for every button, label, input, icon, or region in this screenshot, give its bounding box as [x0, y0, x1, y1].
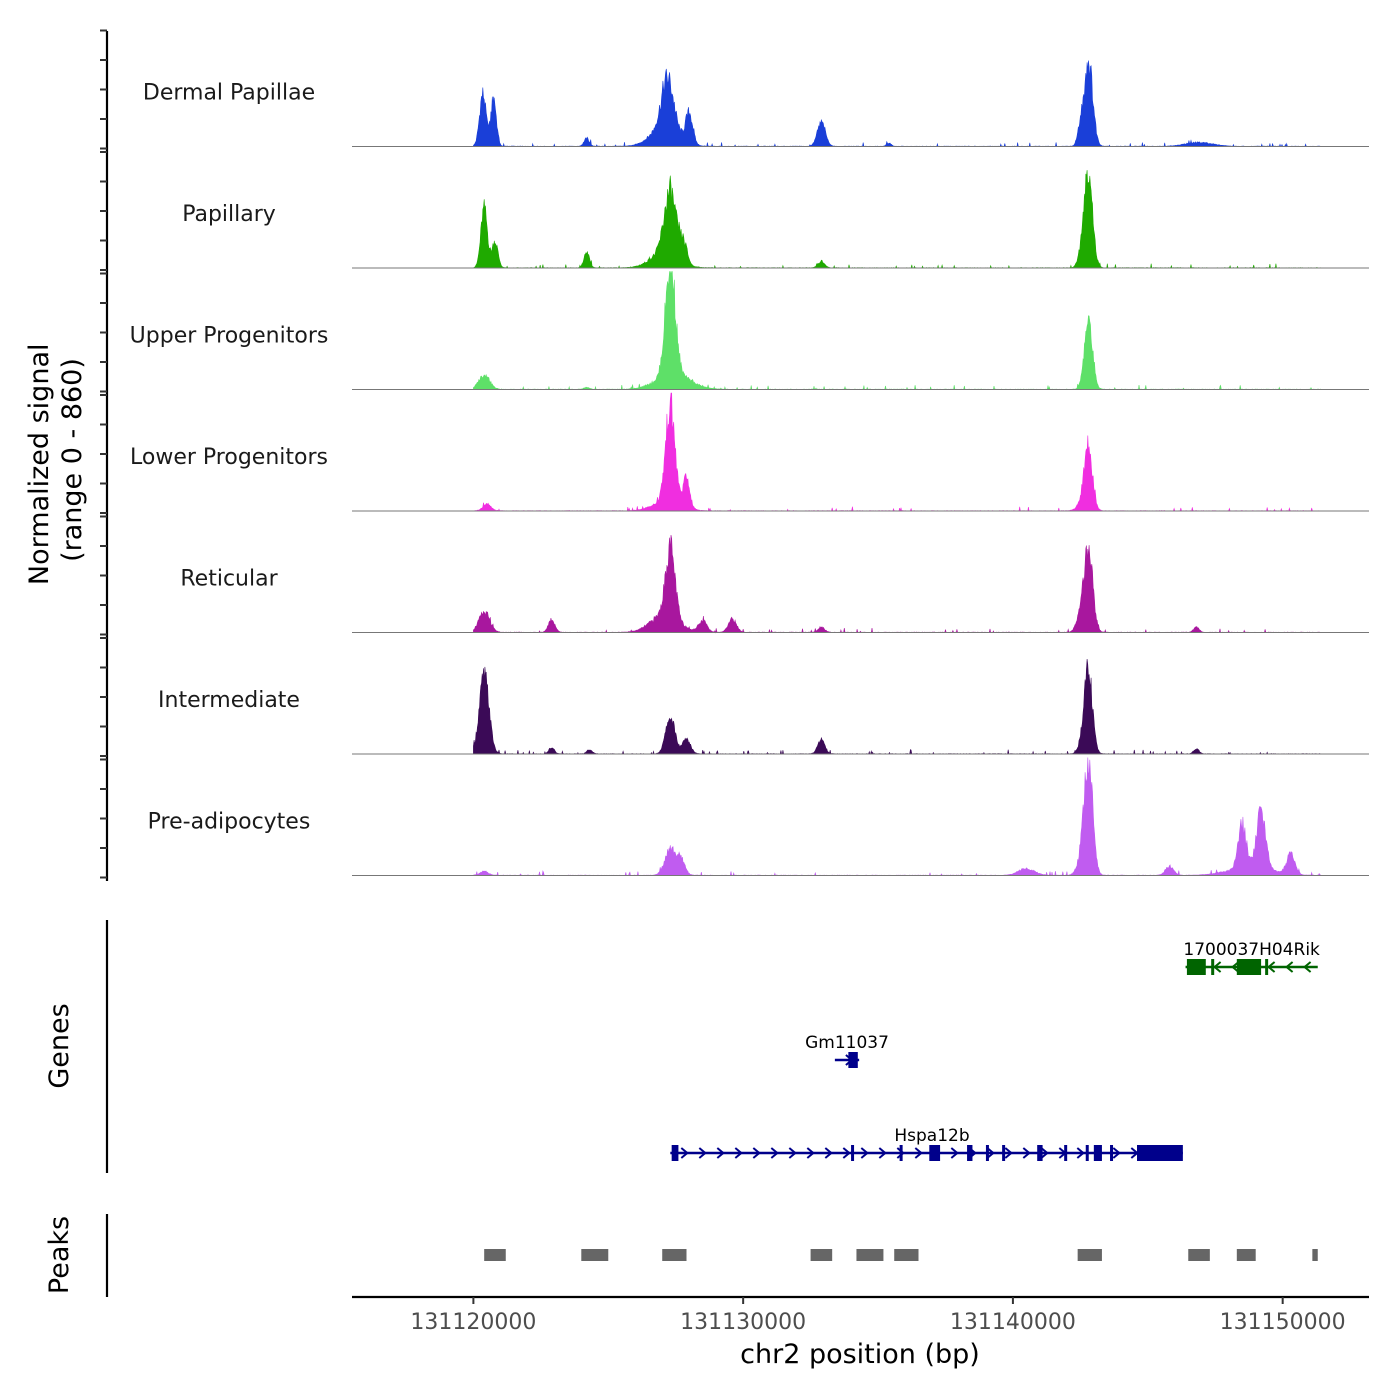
track-label: Dermal Papillae: [143, 81, 315, 106]
gene-strand-arrow: [1213, 961, 1222, 973]
peaks-track: [484, 1249, 1318, 1261]
track-label: Reticular: [180, 567, 278, 592]
gene-strand-arrow: [716, 1147, 725, 1159]
signal-tracks: Dermal Papillae Papillary Upper Progenitor…: [130, 60, 1369, 877]
gene-1700037h04rik: 1700037H04Rik: [1183, 940, 1320, 975]
track-signal-area: [473, 170, 1321, 269]
x-tick-label: 131140000: [950, 1310, 1076, 1335]
gene-strand-arrow: [806, 1147, 815, 1159]
gene-exon: [1110, 1145, 1114, 1161]
gene-label: Gm11037: [805, 1033, 889, 1053]
track-signal-area: [473, 271, 1321, 391]
gene-strand-arrow: [860, 1147, 869, 1159]
gene-strand-arrow: [914, 1147, 923, 1159]
gene-strand-arrow: [824, 1147, 833, 1159]
track-label: Upper Progenitors: [130, 324, 329, 349]
genes-track: 1700037H04Rik Gm11037 Hspa12b: [670, 940, 1320, 1161]
track-signal-area: [473, 60, 1322, 148]
gene-exon: [1236, 959, 1262, 975]
track-signal-area: [473, 658, 1321, 755]
track-label: Lower Progenitors: [130, 445, 328, 470]
gene-exon: [967, 1145, 973, 1161]
gene-exon: [929, 1145, 941, 1161]
peak-region: [856, 1249, 884, 1261]
gene-strand-arrow: [1303, 961, 1312, 973]
gene-strand-arrow: [1285, 961, 1294, 973]
signal-y-axis: [100, 29, 109, 881]
gene-strand-arrow: [1022, 1147, 1031, 1159]
gene-strand-arrow: [680, 1147, 689, 1159]
gene-strand-arrow: [788, 1147, 797, 1159]
track-label: Pre-adipocytes: [148, 810, 311, 835]
peak-region: [1236, 1249, 1256, 1261]
track-lower-progenitors: Lower Progenitors: [130, 392, 1369, 512]
gene-strand-arrow: [896, 1147, 905, 1159]
signal-y-axis-title: Normalized signal (range 0 - 860): [24, 335, 88, 585]
track-signal-area: [473, 392, 1321, 512]
peak-region: [581, 1249, 609, 1261]
gene-strand-arrow: [878, 1147, 887, 1159]
track-papillary: Papillary: [182, 170, 1369, 269]
gene-exon: [1186, 959, 1206, 975]
x-axis-title: chr2 position (bp): [740, 1339, 980, 1370]
gene-exon: [1002, 1145, 1006, 1161]
track-label: Intermediate: [158, 688, 300, 713]
peak-region: [810, 1249, 833, 1261]
x-tick-label: 131120000: [410, 1310, 536, 1335]
gene-label: Hspa12b: [894, 1126, 969, 1146]
gene-hspa12b: Hspa12b: [670, 1126, 1183, 1161]
gene-strand-arrow: [1112, 1147, 1121, 1159]
track-dermal-papillae: Dermal Papillae: [143, 60, 1369, 148]
track-signal-area: [473, 757, 1321, 877]
peak-region: [894, 1249, 919, 1261]
gene-exon: [851, 1145, 855, 1161]
gene-exon: [1037, 1145, 1043, 1161]
gene-exon: [848, 1052, 858, 1068]
gene-exon: [1064, 1145, 1068, 1161]
peaks-axis-title: Peaks: [44, 1216, 75, 1294]
x-tick-label: 131150000: [1220, 1310, 1346, 1335]
peak-region: [484, 1249, 506, 1261]
gene-strand-arrow: [986, 1147, 995, 1159]
track-label: Papillary: [182, 202, 276, 227]
gene-exon: [1265, 959, 1269, 975]
track-signal-area: [473, 534, 1321, 634]
gene-strand-arrow: [698, 1147, 707, 1159]
gene-exon: [1211, 959, 1215, 975]
peak-region: [1077, 1249, 1102, 1261]
gene-strand-arrow: [770, 1147, 779, 1159]
x-tick-label: 131130000: [680, 1310, 806, 1335]
track-intermediate: Intermediate: [158, 658, 1369, 755]
gene-exon: [985, 1145, 989, 1161]
gene-strand-arrow: [842, 1147, 851, 1159]
track-upper-progenitors: Upper Progenitors: [130, 271, 1369, 391]
gene-exon: [1085, 1145, 1089, 1161]
gene-label: 1700037H04Rik: [1183, 940, 1320, 960]
gene-gm11037: Gm11037: [805, 1033, 889, 1068]
gene-exon: [899, 1145, 903, 1161]
peak-region: [662, 1249, 687, 1261]
genes-axis-title: Genes: [44, 1003, 75, 1088]
gene-strand-arrow: [950, 1147, 959, 1159]
gene-strand-arrow: [1267, 961, 1276, 973]
gene-strand-arrow: [1076, 1147, 1085, 1159]
gene-exon: [1093, 1145, 1102, 1161]
gene-strand-arrow: [752, 1147, 761, 1159]
gene-strand-arrow: [1040, 1147, 1049, 1159]
track-pre-adipocytes: Pre-adipocytes: [148, 757, 1369, 877]
gene-strand-arrow: [1004, 1147, 1013, 1159]
peak-region: [1188, 1249, 1210, 1261]
gene-strand-arrow: [734, 1147, 743, 1159]
track-reticular: Reticular: [180, 534, 1369, 634]
x-axis: 131120000 131130000 131140000 131150000: [410, 1297, 1346, 1335]
gene-strand-arrow: [1231, 961, 1240, 973]
gene-exon: [1137, 1145, 1183, 1161]
gene-exon: [671, 1145, 679, 1161]
peak-region: [1312, 1249, 1318, 1261]
